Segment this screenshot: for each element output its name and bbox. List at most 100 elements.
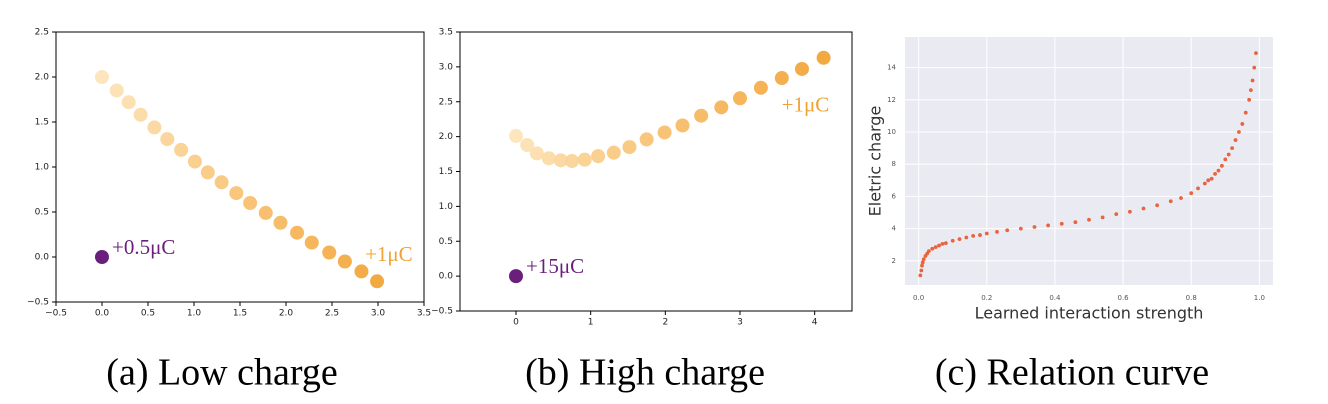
y-tick-label: −0.5 — [27, 298, 49, 308]
x-tick-label: 0.0 — [913, 294, 924, 302]
y-tick-label: 1.0 — [35, 163, 50, 173]
y-tick-label: 2.5 — [35, 28, 49, 38]
point — [529, 146, 544, 161]
point — [606, 145, 621, 160]
point — [133, 107, 148, 122]
point — [541, 151, 556, 166]
point — [774, 71, 789, 86]
point — [290, 225, 305, 240]
point — [971, 233, 976, 238]
point — [919, 268, 924, 273]
point — [258, 205, 273, 220]
y-tick-label: 0.0 — [35, 253, 50, 263]
point — [1223, 157, 1228, 162]
y-tick-label: 2.0 — [35, 73, 50, 83]
y-axis-label: Eletric charge — [866, 106, 885, 217]
point — [1202, 181, 1207, 186]
point — [370, 274, 385, 289]
x-tick-label: 2 — [662, 318, 668, 328]
point — [1032, 225, 1037, 229]
y-tick-label: 6 — [892, 192, 897, 200]
point — [1155, 203, 1160, 208]
point — [714, 100, 729, 115]
point — [243, 196, 258, 210]
point — [920, 263, 924, 268]
y-tick-label: 14 — [887, 64, 896, 72]
x-tick-label: 0.4 — [1049, 294, 1061, 302]
point — [160, 132, 175, 147]
point — [174, 142, 189, 157]
y-tick-label: 1.0 — [439, 202, 454, 212]
x-tick-label: 1.5 — [233, 309, 247, 319]
point — [322, 245, 337, 260]
point — [957, 237, 962, 242]
point — [794, 61, 809, 76]
point — [509, 128, 523, 143]
point — [1209, 176, 1214, 181]
y-tick-label: −0.5 — [431, 307, 453, 317]
point — [753, 80, 768, 95]
point — [1206, 178, 1211, 183]
y-tick-label: 2 — [892, 257, 896, 265]
x-tick-label: 3.5 — [417, 309, 431, 319]
point — [1141, 206, 1146, 211]
point — [1226, 152, 1231, 157]
x-tick-label: −0.5 — [45, 309, 67, 319]
point — [1046, 223, 1051, 228]
end-label: +1μC — [365, 242, 413, 266]
y-tick-label: 4 — [892, 225, 897, 233]
x-tick-label: 0.0 — [95, 309, 110, 319]
point — [273, 215, 288, 230]
point — [1018, 226, 1023, 231]
point — [1247, 97, 1252, 102]
point — [1189, 191, 1194, 196]
y-tick-label: 1.5 — [35, 118, 49, 128]
point — [1114, 212, 1119, 217]
point — [187, 154, 202, 169]
point — [1252, 65, 1257, 70]
x-tick-label: 3.0 — [371, 309, 386, 319]
charge-label: +0.5μC — [112, 235, 175, 259]
point — [200, 165, 215, 180]
plot-area — [459, 31, 853, 312]
y-tick-label: 3.0 — [439, 62, 454, 72]
x-tick-label: 2.0 — [279, 309, 294, 319]
y-tick-label: 2.0 — [439, 132, 454, 142]
point — [147, 120, 162, 135]
caption: (a) Low charge — [106, 352, 337, 394]
charge-point — [509, 269, 523, 284]
point — [1254, 51, 1258, 56]
point — [591, 149, 606, 164]
y-tick-label: 8 — [892, 160, 896, 168]
point — [1243, 110, 1248, 115]
x-tick-label: 4 — [812, 318, 818, 328]
y-tick-label: 2.5 — [439, 97, 453, 107]
point — [304, 235, 319, 250]
caption: (b) High charge — [525, 352, 765, 394]
point — [553, 153, 568, 168]
point — [1087, 217, 1091, 222]
point — [675, 118, 690, 133]
point — [214, 175, 229, 190]
point — [816, 50, 831, 65]
x-tick-label: 0.8 — [1186, 294, 1197, 302]
point — [657, 125, 672, 140]
point — [918, 273, 923, 278]
point — [995, 229, 999, 234]
point — [920, 260, 925, 265]
x-tick-label: 3 — [737, 318, 743, 328]
point — [109, 83, 124, 98]
charge-label: +15μC — [526, 254, 584, 278]
point — [733, 91, 747, 106]
point — [1240, 122, 1245, 126]
charge-point — [95, 250, 109, 264]
x-tick-label: 1.0 — [1254, 294, 1265, 302]
x-tick-label: 0.5 — [141, 309, 155, 319]
y-tick-label: 1.5 — [439, 167, 453, 177]
y-tick-label: 3.5 — [439, 28, 453, 38]
point — [1216, 168, 1221, 173]
point — [1179, 196, 1183, 200]
point — [639, 132, 654, 147]
plot-area — [55, 31, 425, 303]
